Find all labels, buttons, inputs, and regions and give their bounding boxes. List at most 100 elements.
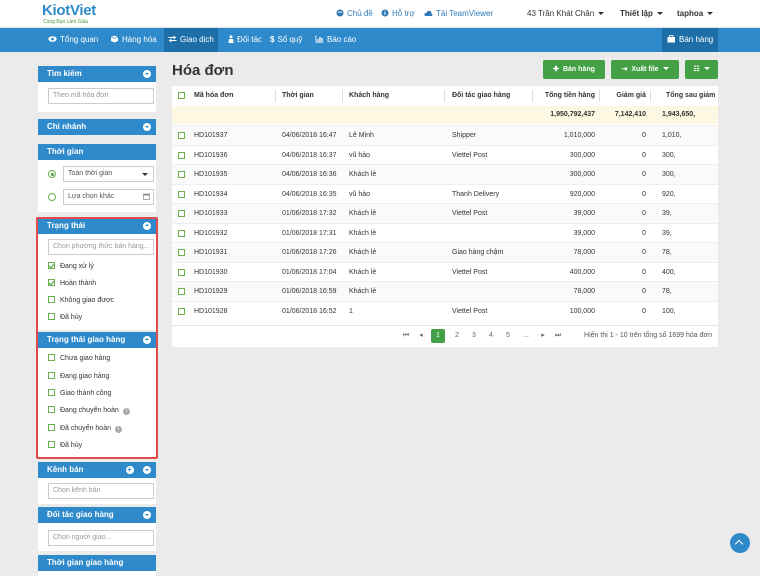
page-link[interactable]: 2 — [455, 332, 459, 339]
collapse-toggle-icon[interactable] — [143, 70, 151, 78]
help-link[interactable]: Hỗ trợ — [381, 9, 415, 18]
channel-select[interactable]: Chọn kênh bán — [48, 483, 154, 499]
info-icon[interactable]: i — [122, 408, 130, 415]
checkbox[interactable] — [48, 389, 55, 396]
checkbox[interactable] — [48, 313, 55, 320]
column-header[interactable]: Thời gian — [282, 92, 314, 99]
user-menu[interactable]: taphoa — [677, 9, 714, 18]
branch-section-header[interactable]: Chi nhánh — [38, 119, 156, 135]
delivery-partner-section-header[interactable]: Đối tác giao hàng — [38, 507, 156, 523]
all-time-select[interactable]: Toàn thời gian — [63, 166, 154, 182]
nav-partners[interactable]: Đối tác — [224, 28, 266, 52]
column-header[interactable]: Mã hóa đơn — [194, 92, 234, 99]
delivery-not-shipped[interactable]: Chưa giao hàng — [48, 354, 110, 364]
page-link[interactable]: 1 — [431, 329, 445, 343]
status-completed[interactable]: Hoàn thành — [48, 279, 96, 289]
delivery-cancelled[interactable]: Đã hủy — [48, 441, 82, 451]
table-row[interactable]: HD101929 01/06/2018 16:59 Khách lẻ 78,000 0 7… — [172, 281, 718, 301]
channel-section-header[interactable]: Kênh bán — [38, 462, 156, 478]
time-section-header[interactable]: Thời gian — [38, 144, 156, 160]
row-checkbox[interactable] — [178, 151, 185, 159]
column-options-button[interactable]: ☷ — [685, 60, 718, 79]
search-input[interactable]: Theo mã hóa đơn — [48, 88, 154, 104]
nav-products[interactable]: Hàng hóa — [106, 28, 161, 52]
row-checkbox[interactable] — [178, 307, 185, 315]
delivery-partner-select[interactable]: Chọn người giao... — [48, 530, 154, 546]
table-row[interactable]: HD101937 04/06/2018 16:47 Lê Minh Shipper 1,… — [172, 125, 718, 145]
plus-icon[interactable] — [126, 462, 134, 478]
table-row[interactable]: HD101936 04/06/2018 16:37 vũ hảo Viettel Po… — [172, 144, 718, 165]
export-file-button[interactable]: ⇥ Xuất file — [611, 60, 679, 79]
row-checkbox[interactable] — [178, 288, 185, 295]
table-row[interactable]: HD101934 04/06/2018 16:35 vũ hảo Thanh Deli… — [172, 183, 718, 204]
checkbox[interactable] — [48, 279, 55, 286]
column-header[interactable]: Giảm giá — [616, 92, 646, 99]
nav-reports[interactable]: Báo cáo — [311, 28, 360, 52]
status-section-header[interactable]: Trạng thái — [38, 218, 156, 234]
first-page-button[interactable]: ⏮ — [402, 332, 410, 339]
checkbox[interactable] — [48, 441, 55, 448]
collapse-toggle-icon[interactable] — [143, 123, 151, 131]
branch-selector[interactable]: 43 Trần Khát Chân — [527, 9, 605, 18]
checkbox[interactable] — [48, 354, 55, 361]
column-header[interactable]: Khách hàng — [349, 92, 390, 99]
delivery-status-section-header[interactable]: Trạng thái giao hàng — [38, 332, 156, 348]
table-row[interactable]: HD101932 01/06/2018 17:31 Khách lẻ 39,000 0 3… — [172, 222, 718, 243]
delivery-time-section-header[interactable]: Thời gian giao hàng — [38, 555, 156, 571]
column-header[interactable]: Tổng tiền hàng — [544, 92, 595, 99]
last-page-button[interactable]: ⏭ — [554, 332, 562, 339]
select-all-checkbox[interactable] — [178, 92, 185, 99]
checkbox[interactable] — [48, 424, 55, 431]
search-section-header[interactable]: Tìm kiếm — [38, 66, 156, 82]
delivery-returning[interactable]: Đang chuyển hoàn i — [48, 406, 130, 416]
column-header[interactable]: Tổng sau giảm — [666, 92, 716, 99]
row-checkbox[interactable] — [178, 229, 185, 237]
table-row[interactable]: HD101928 01/06/2018 16:52 1 Viettel Post 100… — [172, 300, 718, 321]
create-invoice-button[interactable]: ✚ Bán hàng — [543, 60, 605, 79]
row-checkbox[interactable] — [178, 171, 185, 178]
theme-link[interactable]: Chủ đề — [336, 9, 373, 18]
teamviewer-link[interactable]: Tải TeamViewer — [424, 9, 493, 18]
nav-overview[interactable]: Tổng quan — [44, 28, 102, 52]
row-checkbox[interactable] — [178, 210, 185, 217]
page-link[interactable]: 4 — [489, 332, 493, 339]
checkbox[interactable] — [48, 406, 55, 413]
collapse-toggle-icon[interactable] — [143, 466, 151, 474]
table-row[interactable]: HD101933 01/06/2018 17:32 Khách lẻ Viettel … — [172, 203, 718, 223]
checkbox[interactable] — [48, 296, 55, 303]
row-checkbox[interactable] — [178, 249, 185, 256]
info-icon[interactable]: i — [114, 426, 122, 433]
page-link[interactable]: ... — [523, 332, 529, 339]
scroll-to-top-button[interactable] — [730, 533, 750, 553]
collapse-toggle-icon[interactable] — [143, 222, 151, 230]
collapse-toggle-icon[interactable] — [143, 336, 151, 344]
nav-cashbook[interactable]: $ Sổ quỹ — [266, 28, 306, 52]
column-header[interactable]: Đối tác giao hàng — [452, 92, 511, 99]
custom-time-picker[interactable]: Lựa chọn khác — [63, 189, 154, 205]
radio-all-time[interactable] — [48, 170, 56, 178]
delivery-success[interactable]: Giao thành công — [48, 389, 111, 399]
settings-menu[interactable]: Thiết lập — [620, 9, 663, 18]
sell-button[interactable]: Bán hàng — [662, 28, 718, 52]
delivery-shipping[interactable]: Đang giao hàng — [48, 372, 109, 382]
checkbox[interactable] — [48, 372, 55, 379]
status-cancelled[interactable]: Đã hủy — [48, 313, 82, 323]
status-processing[interactable]: Đang xử lý — [48, 262, 94, 272]
kiotviet-logo[interactable]: KiotViet Cùng Bạn Làm Giàu — [42, 2, 96, 25]
nav-transactions[interactable]: Giao dịch — [164, 28, 218, 52]
page-link[interactable]: 3 — [472, 332, 476, 339]
next-page-button[interactable]: ▸ — [541, 332, 545, 339]
sales-method-select[interactable]: Chọn phương thức bán hàng... — [48, 239, 154, 255]
delivery-returned[interactable]: Đã chuyển hoàn i — [48, 424, 122, 434]
prev-page-button[interactable]: ◂ — [419, 332, 423, 339]
row-checkbox[interactable] — [178, 190, 185, 198]
collapse-toggle-icon[interactable] — [143, 511, 151, 519]
table-row[interactable]: HD101930 01/06/2018 17:04 Khách lẻ Viettel … — [172, 261, 718, 282]
table-row[interactable]: HD101935 04/06/2018 16:36 Khách lẻ 300,000 0… — [172, 164, 718, 184]
row-checkbox[interactable] — [178, 132, 185, 139]
page-link[interactable]: 5 — [506, 332, 510, 339]
table-row[interactable]: HD101931 01/06/2018 17:26 Khách lẻ Giao hàn… — [172, 242, 718, 262]
row-checkbox[interactable] — [178, 268, 185, 276]
checkbox[interactable] — [48, 262, 55, 269]
radio-custom-time[interactable] — [48, 193, 56, 201]
